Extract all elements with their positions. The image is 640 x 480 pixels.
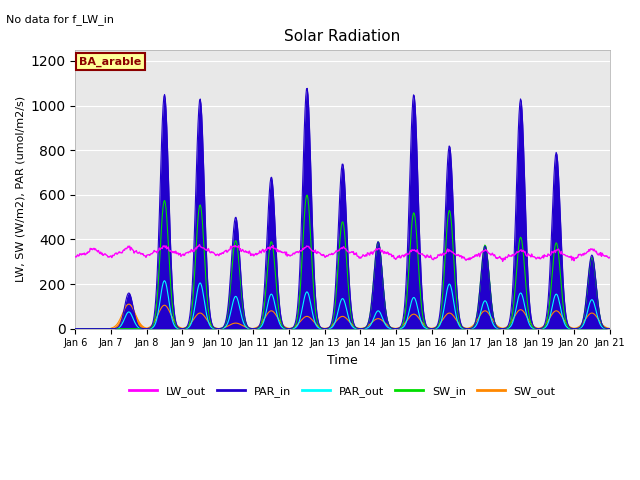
X-axis label: Time: Time <box>327 354 358 367</box>
Title: Solar Radiation: Solar Radiation <box>284 29 401 44</box>
Y-axis label: LW, SW (W/m2), PAR (umol/m2/s): LW, SW (W/m2), PAR (umol/m2/s) <box>15 96 25 282</box>
Text: No data for f_LW_in: No data for f_LW_in <box>6 14 115 25</box>
Legend: LW_out, PAR_in, PAR_out, SW_in, SW_out: LW_out, PAR_in, PAR_out, SW_in, SW_out <box>125 382 560 401</box>
Text: BA_arable: BA_arable <box>79 56 141 67</box>
